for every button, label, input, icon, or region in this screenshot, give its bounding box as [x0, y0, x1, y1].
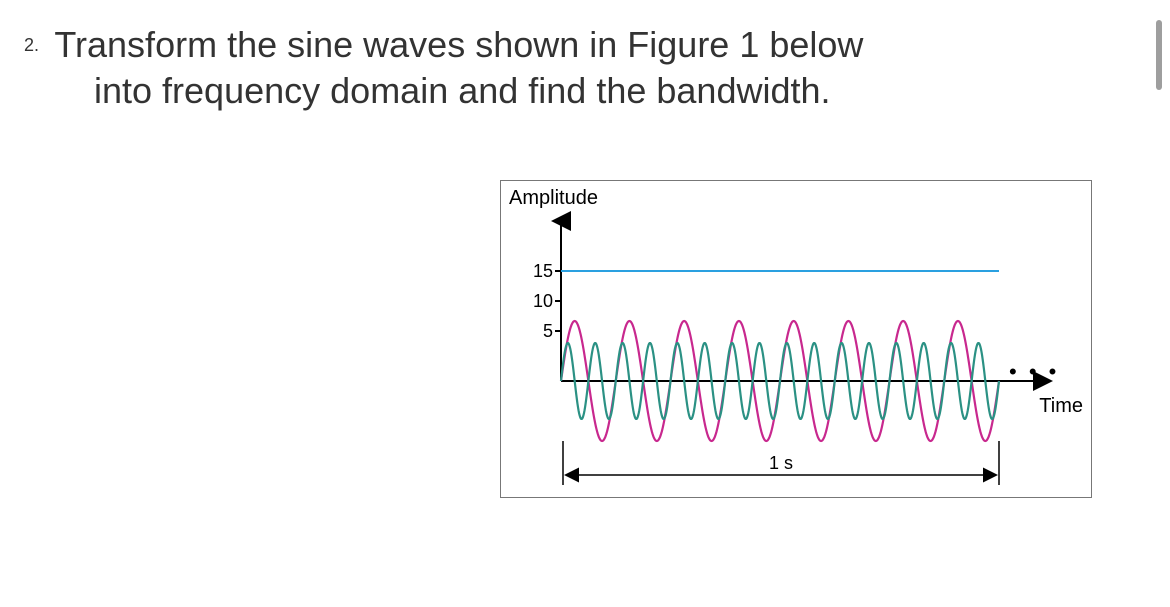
question-line-1: 2. Transform the sine waves shown in Fig…: [24, 24, 1130, 66]
figure-container: Amplitude Time 15 10 5 1 s • • •: [500, 180, 1092, 498]
question-number: 2.: [24, 35, 39, 55]
question-line-2: into frequency domain and find the bandw…: [94, 70, 1130, 112]
page-root: 2. Transform the sine waves shown in Fig…: [0, 0, 1170, 607]
question-text-1: Transform the sine waves shown in Figure…: [54, 24, 863, 65]
chart-svg: [501, 181, 1091, 497]
scrollbar-hint[interactable]: [1156, 20, 1162, 90]
